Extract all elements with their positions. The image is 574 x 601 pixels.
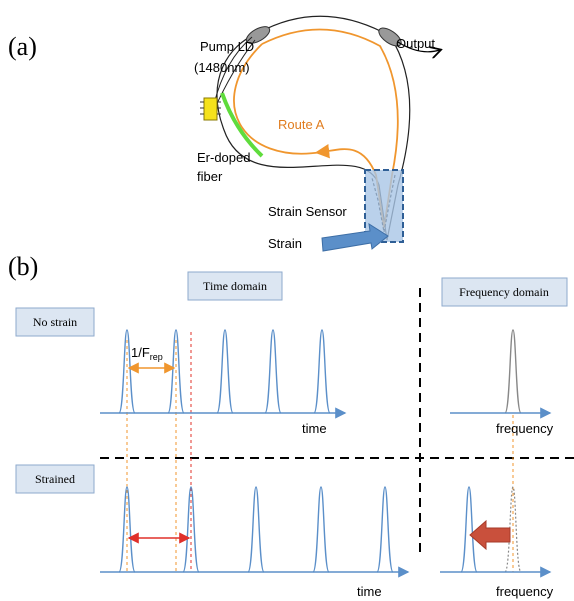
er-fiber [220, 92, 264, 158]
route-path [233, 43, 323, 155]
label: Strain [268, 236, 302, 251]
route-path [261, 28, 399, 229]
axis-label: time [357, 584, 382, 599]
pulses-bottom [118, 486, 522, 573]
box [15, 307, 95, 337]
period-subscript: rep [150, 352, 163, 362]
label: Output [396, 36, 435, 51]
label: Er-doped [197, 150, 250, 165]
strain-arrow [321, 222, 389, 252]
coupler [378, 27, 402, 47]
label: Time domain [203, 279, 267, 293]
label: (1480nm) [194, 60, 250, 75]
panel-label: (b) [8, 252, 38, 281]
label: Frequency domain [459, 285, 549, 299]
period-label: 1/Frep [131, 345, 163, 362]
label: No strain [33, 315, 77, 329]
box [441, 277, 568, 307]
output-arrow [397, 41, 440, 52]
pulses-top [118, 329, 522, 414]
axis-label: frequency [496, 421, 554, 436]
chip-pins [200, 101, 221, 115]
frequency-shift-arrow [469, 519, 511, 551]
label: Route A [278, 117, 325, 132]
label: fiber [197, 169, 223, 184]
panel-label: (a) [8, 32, 37, 61]
axis-label: time [302, 421, 327, 436]
label: Strain Sensor [268, 204, 347, 219]
axis-label: frequency [496, 584, 554, 599]
label: Strained [35, 472, 75, 486]
pump-chip [203, 97, 218, 121]
box [187, 271, 283, 301]
label: Pump LD [200, 39, 254, 54]
box [15, 464, 95, 494]
period-text: 1/F [131, 345, 150, 360]
